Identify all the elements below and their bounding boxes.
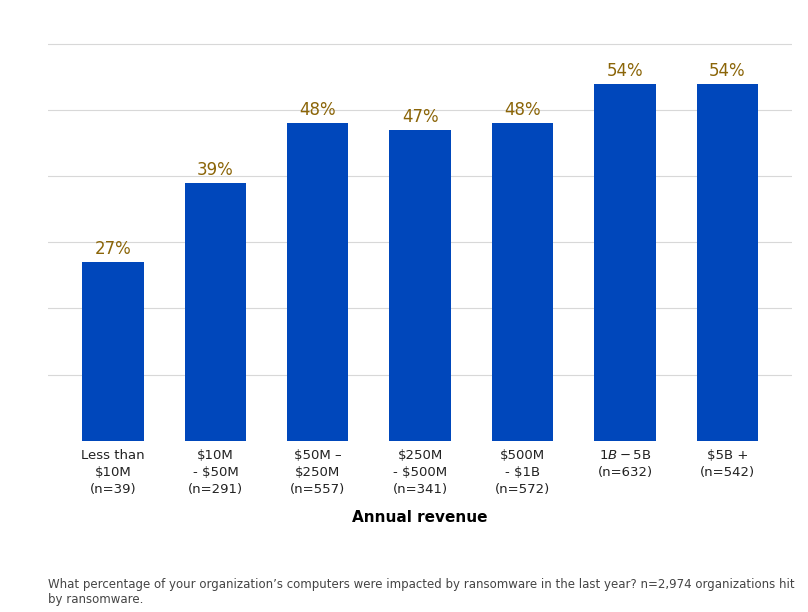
Text: 27%: 27%	[95, 240, 132, 258]
Bar	[389, 130, 451, 441]
Bar	[185, 183, 246, 441]
Bar	[82, 262, 144, 441]
Text: 39%: 39%	[197, 161, 234, 179]
Bar	[696, 83, 758, 441]
Bar	[492, 123, 553, 441]
Text: 54%: 54%	[607, 62, 643, 80]
Text: 48%: 48%	[504, 101, 541, 119]
Text: 47%: 47%	[402, 108, 439, 126]
Text: 54%: 54%	[709, 62, 746, 80]
Text: Annual revenue: Annual revenue	[352, 510, 488, 524]
Bar	[594, 83, 655, 441]
Text: What percentage of your organization’s computers were impacted by ransomware in : What percentage of your organization’s c…	[48, 578, 795, 606]
Text: 48%: 48%	[300, 101, 336, 119]
Bar	[287, 123, 348, 441]
